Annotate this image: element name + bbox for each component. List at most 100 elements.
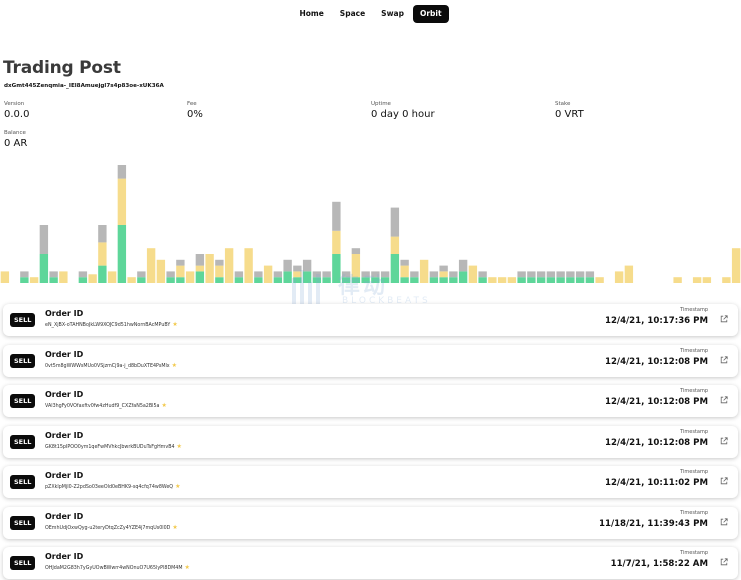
bar-yellow — [215, 265, 224, 278]
external-link-icon[interactable] — [720, 477, 728, 485]
wallet-address: dxGmt445Zenqmia-_IEl8Amuejgl7s4p83oe-xUK… — [4, 83, 164, 89]
bar-gray — [195, 254, 205, 266]
nav-home[interactable]: Home — [299, 9, 324, 18]
bar-gray — [117, 165, 127, 179]
bar-gray — [566, 271, 575, 278]
nav-swap[interactable]: Swap — [381, 9, 404, 18]
bar-yellow — [117, 178, 127, 225]
sell-badge: SELL — [10, 394, 36, 408]
order-id-row: VAl3hgFy0VOfaxftv0fw4zHudf9_CXZfaN5a2Bl5… — [45, 402, 167, 409]
bar-yellow — [692, 277, 702, 283]
bar-yellow — [127, 277, 136, 283]
bar-gray — [98, 225, 107, 243]
bar-green — [322, 277, 331, 283]
timestamp-value: 12/4/21, 10:12:08 PM — [604, 437, 708, 448]
bar-gray — [234, 271, 244, 278]
bar-green — [439, 277, 448, 283]
order-id-row: 0vt5m8gWWWsMUo0VSjzmCj9a-j_d8bDuXTE4PsMl… — [45, 362, 177, 369]
bar-green — [215, 277, 224, 283]
timestamp-label: Timestamp — [680, 388, 708, 394]
bar-yellow — [195, 265, 205, 272]
order-id-label: Order ID — [45, 552, 84, 561]
star-icon[interactable]: ★ — [172, 523, 178, 531]
star-icon[interactable]: ★ — [175, 483, 181, 490]
bar-yellow — [224, 248, 234, 283]
order-card: SELL Order ID OEmhUdjOxwQyg-u2teryDtqZcZ… — [3, 506, 738, 539]
external-link-icon[interactable] — [720, 517, 728, 526]
external-link-icon[interactable] — [720, 558, 728, 566]
bar-gray — [312, 271, 322, 278]
sell-badge: SELL — [10, 556, 36, 570]
bar-yellow — [468, 265, 478, 283]
bar-yellow — [185, 271, 195, 283]
bar-gray — [78, 271, 88, 278]
sell-badge: SELL — [10, 475, 36, 489]
stake-label: Stake — [555, 101, 571, 107]
bar-green — [566, 277, 575, 283]
bar-gray — [380, 271, 390, 278]
bar-green — [351, 277, 361, 283]
bar-gray — [322, 271, 331, 278]
bar-green — [293, 277, 302, 283]
bar-green — [585, 277, 595, 283]
order-id-label: Order ID — [45, 430, 84, 440]
external-link-icon[interactable] — [720, 355, 728, 364]
bar-yellow — [497, 277, 507, 283]
star-icon[interactable]: ★ — [176, 442, 182, 450]
bar-gray — [478, 271, 487, 278]
bar-yellow — [293, 271, 302, 278]
order-id-value: 0vt5m8gWWWsMUo0VSjzmCj9a-j_d8bDuXTE4PsMl… — [45, 363, 170, 369]
bar-gray — [371, 271, 380, 278]
order-card: SELL Order ID OHJdaM2G83h7yGyUOwBWwrr4wN… — [3, 547, 738, 579]
bar-gray — [458, 259, 468, 272]
bar-yellow — [176, 265, 185, 278]
timestamp-label: Timestamp — [680, 307, 708, 313]
bar-gray — [49, 271, 58, 278]
bar-gray — [517, 271, 526, 278]
external-link-icon[interactable] — [720, 436, 728, 445]
external-link-icon[interactable] — [720, 315, 728, 323]
nav-space[interactable]: Space — [339, 9, 366, 18]
order-id-value: GK8t15pIPOO0ym1qeFwMVhkcJbwrkBUDuTsFgHmv… — [45, 444, 175, 450]
bar-green — [195, 271, 205, 283]
bar-gray — [341, 271, 351, 278]
bar-gray — [527, 271, 536, 278]
bar-green — [49, 277, 58, 283]
external-link-icon[interactable] — [720, 396, 728, 404]
order-id-row: eN_XjBX-oTAHNBoJkLW9XOJC9d51hwNornBAcMPu… — [45, 321, 178, 328]
bar-green — [536, 277, 546, 283]
bar-green — [234, 277, 244, 283]
bar-green — [302, 271, 312, 283]
bar-gray — [176, 259, 185, 266]
bar-yellow — [673, 277, 682, 283]
bar-green — [312, 277, 322, 283]
bar-green — [478, 277, 487, 283]
fee-value: 0% — [187, 109, 203, 120]
bar-gray — [283, 259, 292, 272]
bar-green — [556, 277, 565, 283]
bar-green — [575, 277, 585, 283]
uptime-value: 0 day 0 hour — [371, 109, 435, 120]
bar-green — [400, 277, 409, 283]
timestamp-value: 12/4/21, 10:12:08 PM — [604, 397, 708, 407]
star-icon[interactable]: ★ — [161, 402, 167, 409]
bar-gray — [137, 271, 146, 278]
order-id-row: GK8t15pIPOO0ym1qeFwMVhkcJbwrkBUDuTsFgHmv… — [45, 443, 182, 450]
bar-green — [527, 277, 536, 283]
bar-gray — [332, 201, 341, 231]
timestamp-value: 12/4/21, 10:11:02 PM — [604, 478, 708, 488]
bar-yellow — [624, 265, 634, 283]
bar-gray — [351, 248, 361, 254]
sell-badge: SELL — [10, 515, 36, 530]
bar-yellow — [156, 259, 166, 283]
star-icon[interactable]: ★ — [172, 321, 178, 328]
bar-gray — [449, 271, 458, 278]
star-icon[interactable]: ★ — [184, 564, 190, 571]
nav-orbit[interactable]: Orbit — [412, 5, 449, 23]
bar-yellow — [595, 277, 604, 283]
star-icon[interactable]: ★ — [171, 361, 178, 369]
bar-yellow — [244, 248, 253, 283]
timestamp-value: 11/18/21, 11:39:43 PM — [598, 518, 708, 529]
order-card: SELL Order ID VAl3hgFy0VOfaxftv0fw4zHudf… — [3, 385, 738, 417]
order-id-value: pZXklpMjI0-Z2pdSo03eeOld0eBHK9-sq4cfq74w… — [45, 485, 174, 490]
